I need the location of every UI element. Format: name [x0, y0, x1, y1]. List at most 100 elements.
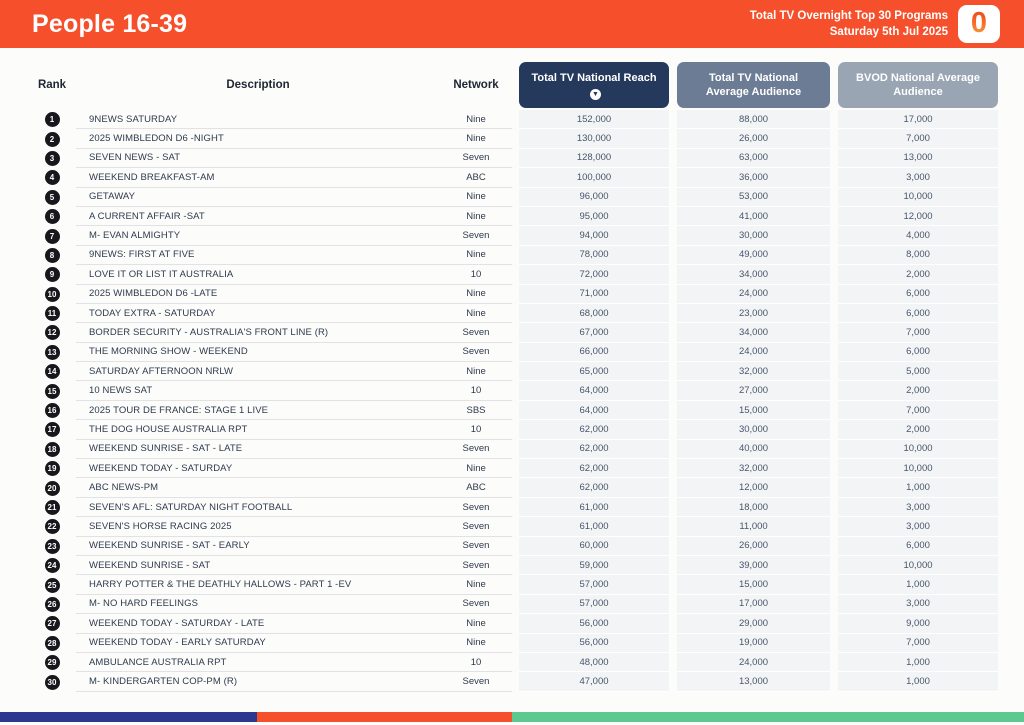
col-header-avg-audience[interactable]: Total TV National Average Audience — [677, 62, 830, 108]
avg-audience-cell: 23,000 — [677, 303, 830, 324]
reach-cell: 65,000 — [519, 362, 669, 382]
reach-cell: 66,000 — [519, 342, 669, 363]
description-cell: A CURRENT AFFAIR -SAT — [76, 207, 440, 227]
bvod-cell: 6,000 — [838, 303, 998, 324]
column-gutter — [669, 62, 677, 108]
bvod-cell: 12,000 — [838, 206, 998, 227]
table-row: 5 GETAWAY Nine 96,000 53,000 10,000 — [28, 187, 998, 207]
bvod-cell: 13,000 — [838, 148, 998, 169]
description-cell: M- EVAN ALMIGHTY — [76, 226, 440, 246]
footer-bar-segment-green — [511, 712, 1024, 722]
column-gutter — [830, 129, 838, 148]
bvod-cell: 3,000 — [838, 594, 998, 615]
reach-cell: 61,000 — [519, 497, 669, 518]
col-header-rank: Rank — [37, 79, 67, 91]
reach-cell: 67,000 — [519, 323, 669, 343]
column-gutter — [669, 478, 677, 497]
rank-badge: 2 — [44, 131, 60, 147]
column-gutter — [512, 381, 519, 400]
description-cell: WEEKEND SUNRISE - SAT - LATE — [76, 440, 440, 460]
column-gutter — [512, 401, 519, 420]
bvod-cell: 6,000 — [838, 536, 998, 556]
bvod-cell: 1,000 — [838, 672, 998, 692]
avg-audience-cell: 34,000 — [677, 265, 830, 285]
column-gutter — [669, 285, 677, 304]
footer-color-bar — [0, 712, 1024, 722]
column-gutter — [830, 246, 838, 265]
col-header-avg-audience-label: Total TV National Average Audience — [705, 72, 802, 98]
rank-cell: 25 — [28, 575, 76, 594]
avg-audience-cell: 18,000 — [677, 497, 830, 518]
column-gutter — [669, 537, 677, 556]
reach-cell: 72,000 — [519, 265, 669, 285]
column-gutter — [669, 614, 677, 633]
table-row: 28 WEEKEND TODAY - EARLY SATURDAY Nine 5… — [28, 633, 998, 653]
reach-cell: 62,000 — [519, 439, 669, 460]
description-cell: SEVEN'S AFL: SATURDAY NIGHT FOOTBALL — [76, 498, 440, 518]
bvod-cell: 10,000 — [838, 555, 998, 576]
reach-cell: 62,000 — [519, 478, 669, 498]
table-row: 6 A CURRENT AFFAIR -SAT Nine 95,000 41,0… — [28, 206, 998, 227]
reach-cell: 57,000 — [519, 594, 669, 615]
column-gutter — [669, 517, 677, 536]
reach-cell: 71,000 — [519, 284, 669, 304]
description-cell: BORDER SECURITY - AUSTRALIA'S FRONT LINE… — [76, 323, 440, 343]
network-cell: Seven — [440, 517, 512, 537]
rank-badge: 13 — [44, 344, 60, 360]
report-subtitle: Total TV Overnight Top 30 Programs Satur… — [750, 8, 948, 40]
oztam-logo: 0 — [958, 5, 1000, 43]
rank-badge: 28 — [44, 635, 60, 651]
avg-audience-cell: 26,000 — [677, 129, 830, 149]
column-gutter — [830, 575, 838, 594]
reach-cell: 60,000 — [519, 536, 669, 556]
col-header-reach[interactable]: Total TV National Reach ▼ — [519, 62, 669, 108]
bvod-cell: 10,000 — [838, 439, 998, 460]
col-header-bvod[interactable]: BVOD National Average Audience — [838, 62, 998, 108]
rank-badge: 30 — [44, 674, 60, 690]
rank-badge: 7 — [44, 228, 60, 244]
column-gutter — [830, 188, 838, 207]
table-row: 24 WEEKEND SUNRISE - SAT Seven 59,000 39… — [28, 555, 998, 576]
network-cell: Seven — [440, 672, 512, 692]
column-gutter — [669, 595, 677, 614]
bvod-cell: 17,000 — [838, 110, 998, 130]
reach-cell: 68,000 — [519, 303, 669, 324]
bvod-cell: 1,000 — [838, 652, 998, 673]
column-gutter — [512, 110, 519, 129]
description-cell: ABC NEWS-PM — [76, 478, 440, 498]
col-header-bvod-label: BVOD National Average Audience — [856, 72, 980, 98]
description-cell: WEEKEND BREAKFAST-AM — [76, 168, 440, 188]
reach-cell: 130,000 — [519, 129, 669, 149]
avg-audience-cell: 36,000 — [677, 168, 830, 188]
avg-audience-cell: 17,000 — [677, 594, 830, 615]
table-row: 12 BORDER SECURITY - AUSTRALIA'S FRONT L… — [28, 323, 998, 343]
bvod-cell: 9,000 — [838, 614, 998, 634]
column-gutter — [830, 110, 838, 129]
network-cell: Nine — [440, 129, 512, 149]
column-gutter — [512, 440, 519, 459]
reach-cell: 47,000 — [519, 672, 669, 692]
table-row: 11 TODAY EXTRA - SATURDAY Nine 68,000 23… — [28, 303, 998, 324]
bvod-cell: 3,000 — [838, 168, 998, 188]
description-cell: 9NEWS: FIRST AT FIVE — [76, 246, 440, 266]
description-cell: WEEKEND TODAY - EARLY SATURDAY — [76, 634, 440, 653]
page-title: People 16-39 — [32, 9, 188, 38]
table-row: 16 2025 TOUR DE FRANCE: STAGE 1 LIVE SBS… — [28, 400, 998, 421]
reach-cell: 96,000 — [519, 187, 669, 207]
column-gutter — [830, 556, 838, 575]
table-row: 22 SEVEN'S HORSE RACING 2025 Seven 61,00… — [28, 517, 998, 537]
table-row: 7 M- EVAN ALMIGHTY Seven 94,000 30,000 4… — [28, 226, 998, 246]
avg-audience-cell: 15,000 — [677, 400, 830, 421]
avg-audience-cell: 41,000 — [677, 206, 830, 227]
description-cell: WEEKEND TODAY - SATURDAY — [76, 459, 440, 479]
column-gutter — [830, 343, 838, 362]
oztam-logo-glyph: 0 — [970, 6, 988, 39]
rank-cell: 24 — [28, 556, 76, 575]
rank-cell: 20 — [28, 478, 76, 497]
column-gutter — [512, 188, 519, 207]
column-gutter — [669, 381, 677, 400]
column-gutter — [512, 168, 519, 187]
rank-badge: 26 — [44, 596, 60, 612]
bvod-cell: 1,000 — [838, 575, 998, 595]
top-banner: People 16-39 Total TV Overnight Top 30 P… — [0, 0, 1024, 48]
